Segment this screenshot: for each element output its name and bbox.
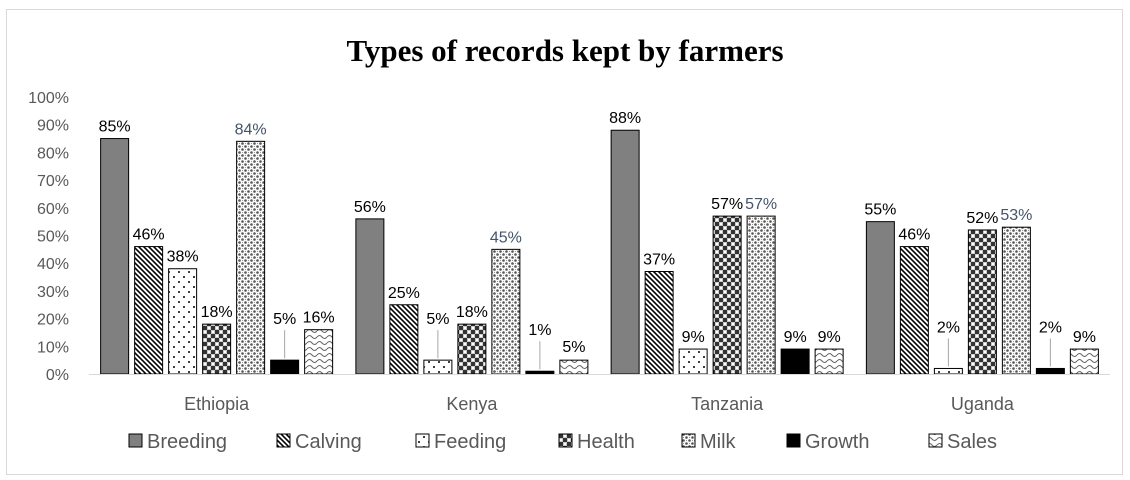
- bar-breeding-kenya: [355, 218, 385, 375]
- legend-label-milk: Milk: [700, 431, 737, 453]
- bar-sales-kenya: [559, 359, 589, 375]
- data-label-calving-uganda: 46%: [898, 227, 930, 244]
- data-label-feeding-ethiopia: 38%: [167, 249, 199, 266]
- bar-sales-ethiopia: [304, 329, 334, 375]
- data-label-feeding-kenya: 5%: [426, 311, 449, 328]
- y-tick-label: 20%: [37, 312, 69, 329]
- legend-label-calving: Calving: [295, 431, 362, 453]
- y-axis: 0% 10% 20% 30% 40% 50% 60% 70% 80% 90% 100%: [28, 90, 69, 384]
- data-label-growth-uganda: 2%: [1039, 319, 1062, 336]
- data-label-health-ethiopia: 18%: [201, 304, 233, 321]
- y-tick-label: 100%: [28, 90, 69, 107]
- x-tick-label-tanzania: Tanzania: [691, 394, 764, 414]
- legend-label-feeding: Feeding: [434, 431, 506, 453]
- bar-growth-kenya: [525, 370, 555, 375]
- legend-label-health: Health: [577, 431, 635, 453]
- y-tick-label: 60%: [37, 201, 69, 218]
- x-tick-label-kenya: Kenya: [446, 394, 498, 414]
- y-tick-label: 0%: [46, 367, 69, 384]
- data-label-growth-tanzania: 9%: [784, 329, 807, 346]
- legend-swatch-breeding: [128, 433, 143, 448]
- data-label-feeding-uganda: 2%: [937, 319, 960, 336]
- data-label-sales-ethiopia: 16%: [303, 310, 335, 327]
- data-label-breeding-uganda: 55%: [864, 202, 896, 219]
- bar-breeding-uganda: [865, 221, 895, 375]
- y-tick-label: 30%: [37, 284, 69, 301]
- bar-sales-tanzania: [814, 348, 844, 375]
- x-tick-label-uganda: Uganda: [951, 394, 1015, 414]
- bar-milk-ethiopia: [236, 140, 266, 375]
- legend-label-sales: Sales: [947, 431, 997, 453]
- y-tick-label: 70%: [37, 173, 69, 190]
- data-label-growth-ethiopia: 5%: [273, 311, 296, 328]
- legend-swatch-health: [558, 433, 573, 448]
- bar-milk-kenya: [491, 248, 521, 375]
- data-label-breeding-ethiopia: 85%: [99, 119, 131, 136]
- x-tick-label-ethiopia: Ethiopia: [184, 394, 250, 414]
- y-tick-label: 40%: [37, 256, 69, 273]
- data-label-breeding-tanzania: 88%: [609, 110, 641, 127]
- data-label-calving-ethiopia: 46%: [133, 227, 165, 244]
- data-label-growth-kenya: 1%: [528, 322, 551, 339]
- chart-frame: Types of records kept by farmers 0% 10% 20…: [6, 9, 1123, 475]
- bar-health-kenya: [457, 323, 487, 375]
- y-tick-label: 80%: [37, 145, 69, 162]
- bar-growth-uganda: [1035, 367, 1065, 375]
- data-label-health-uganda: 52%: [966, 210, 998, 227]
- legend-swatch-growth: [786, 433, 801, 448]
- bar-feeding-uganda: [933, 367, 963, 375]
- bar-calving-tanzania: [644, 271, 674, 375]
- data-label-milk-tanzania: 57%: [745, 196, 777, 213]
- legend-swatch-sales: [928, 433, 943, 448]
- data-label-milk-kenya: 45%: [490, 229, 522, 246]
- legend: Breeding Calving Feeding Health Milk Growth Sa…: [128, 431, 997, 453]
- data-label-calving-tanzania: 37%: [643, 252, 675, 269]
- bar-milk-tanzania: [746, 215, 776, 375]
- y-tick-label: 90%: [37, 118, 69, 135]
- bar-calving-kenya: [389, 304, 419, 375]
- bar-feeding-kenya: [423, 359, 453, 375]
- bar-sales-uganda: [1069, 348, 1099, 375]
- bar-health-tanzania: [712, 215, 742, 375]
- bar-breeding-ethiopia: [100, 138, 130, 375]
- bar-growth-tanzania: [780, 348, 810, 375]
- data-label-sales-uganda: 9%: [1073, 329, 1096, 346]
- x-axis: Ethiopia Kenya Tanzania Uganda: [184, 394, 1015, 414]
- data-labels: 85%46%38%18%84%5% 16%56%25%5% 18%45%1%5%88…: [99, 110, 1096, 370]
- legend-swatch-milk: [681, 433, 696, 448]
- legend-swatch-feeding: [415, 433, 430, 448]
- bar-feeding-tanzania: [678, 348, 708, 375]
- data-label-sales-tanzania: 9%: [818, 329, 841, 346]
- bar-growth-ethiopia: [270, 359, 300, 375]
- bar-calving-ethiopia: [134, 246, 164, 375]
- bars: [100, 129, 1099, 375]
- y-tick-label: 10%: [37, 339, 69, 356]
- data-label-health-kenya: 18%: [456, 304, 488, 321]
- legend-swatch-calving: [276, 433, 291, 448]
- y-tick-label: 50%: [37, 229, 69, 246]
- chart-title: Types of records kept by farmers: [346, 33, 783, 68]
- bar-health-uganda: [967, 229, 997, 375]
- legend-label-breeding: Breeding: [147, 431, 227, 453]
- data-label-milk-uganda: 53%: [1000, 207, 1032, 224]
- data-label-breeding-kenya: 56%: [354, 199, 386, 216]
- legend-label-growth: Growth: [805, 431, 869, 453]
- bar-health-ethiopia: [202, 323, 232, 375]
- bar-calving-uganda: [899, 246, 929, 375]
- bar-feeding-ethiopia: [168, 268, 198, 375]
- bar-milk-uganda: [1001, 226, 1031, 375]
- data-label-health-tanzania: 57%: [711, 196, 743, 213]
- chart-svg: Types of records kept by farmers 0% 10% 20…: [28, 33, 1110, 453]
- data-label-milk-ethiopia: 84%: [235, 121, 267, 138]
- data-label-feeding-tanzania: 9%: [682, 329, 705, 346]
- bar-breeding-tanzania: [610, 129, 640, 375]
- data-label-calving-kenya: 25%: [388, 285, 420, 302]
- data-label-sales-kenya: 5%: [562, 339, 585, 356]
